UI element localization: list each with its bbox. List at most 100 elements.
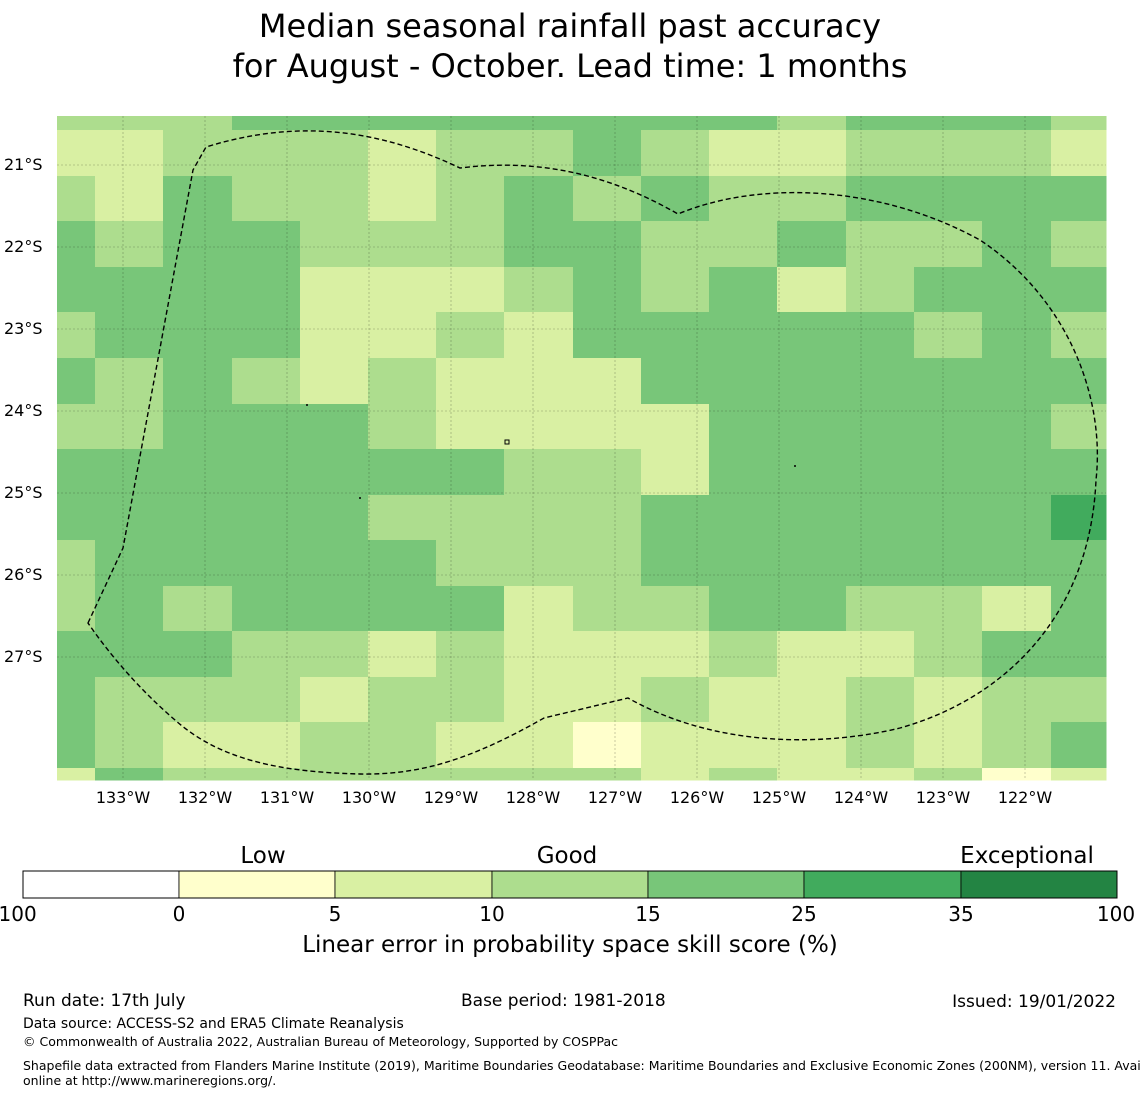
grid-cell: [641, 221, 710, 268]
grid-cell: [573, 677, 642, 723]
grid-cell: [95, 312, 164, 359]
grid-cell: [368, 221, 437, 268]
grid-cell: [982, 221, 1052, 268]
grid-cell: [982, 722, 1052, 769]
colorbar-bin: [803, 870, 962, 899]
grid-cell: [573, 768, 642, 781]
grid-cell: [573, 267, 642, 313]
colorbar-bin: [647, 870, 805, 899]
grid-cell: [641, 267, 710, 313]
grid-cell: [436, 768, 505, 781]
grid-cell: [709, 130, 778, 177]
graticule: [57, 116, 1106, 780]
grid-cell: [1051, 586, 1107, 632]
colorbar-category-label: Exceptional: [960, 843, 1094, 869]
grid-cell: [95, 677, 164, 723]
grid-cell: [368, 586, 437, 632]
grid-cell: [777, 631, 847, 678]
colorbar-bin: [22, 870, 180, 899]
grid-cell: [914, 677, 983, 723]
grid-cell: [57, 677, 96, 723]
grid-cell: [95, 722, 164, 769]
lat-label: 21°S: [4, 155, 43, 174]
grid-cell: [914, 116, 983, 131]
grid-cell: [504, 404, 574, 450]
grid-cell: [982, 540, 1052, 587]
grid-cell: [163, 677, 233, 723]
grid-cell: [914, 722, 983, 769]
grid-cell: [300, 540, 369, 587]
grid-cell: [777, 312, 847, 359]
grid-cell: [846, 722, 915, 769]
grid-cell: [95, 116, 164, 131]
colorbar-bin: [334, 870, 493, 899]
grid-cell: [436, 358, 505, 405]
grid-cell: [709, 312, 778, 359]
grid-cell: [982, 631, 1052, 678]
colorbar-bin: [491, 870, 649, 899]
island-marker: [359, 497, 361, 499]
grid-cell: [1051, 176, 1107, 222]
grid-cell: [641, 677, 710, 723]
grid-cell: [368, 768, 437, 781]
grid-cell: [300, 449, 369, 496]
grid-cell: [846, 176, 915, 222]
grid-cell: [709, 540, 778, 587]
grid-cell: [368, 677, 437, 723]
lon-label: 122°W: [997, 788, 1053, 807]
grid-cell: [504, 631, 574, 678]
grid-cell: [232, 221, 301, 268]
grid-cell: [436, 221, 505, 268]
grid-cell: [504, 586, 574, 632]
grid-cell: [573, 449, 642, 496]
grid-cell: [641, 358, 710, 405]
grid-cell: [163, 116, 233, 131]
grid-cell: [777, 540, 847, 587]
grid-cell: [846, 312, 915, 359]
grid-cell: [95, 631, 164, 678]
grid-cell: [709, 449, 778, 496]
grid-cell: [777, 722, 847, 769]
grid-cell: [95, 221, 164, 268]
grid-cell: [57, 768, 96, 781]
grid-cell: [573, 404, 642, 450]
grid-cell: [232, 631, 301, 678]
grid-cell: [504, 116, 574, 131]
grid-cell: [300, 358, 369, 405]
grid-cell: [846, 631, 915, 678]
grid-cell: [709, 358, 778, 405]
grid-cell: [982, 449, 1052, 496]
eez-boundary: [87, 130, 1099, 775]
grid-cell: [982, 495, 1052, 541]
grid-cell: [57, 358, 96, 405]
grid-cell: [163, 404, 233, 450]
grid-cell: [300, 631, 369, 678]
colorbar-category-label: Low: [240, 843, 286, 869]
grid-cell: [1051, 722, 1107, 769]
island-marker: [306, 404, 308, 406]
grid-cell: [709, 116, 778, 131]
grid-cell: [914, 768, 983, 781]
grid-cell: [504, 130, 574, 177]
grid-cell: [232, 722, 301, 769]
grid-cell: [846, 540, 915, 587]
grid-cell: [57, 130, 96, 177]
grid-cell: [914, 358, 983, 405]
grid-cell: [504, 221, 574, 268]
lon-label: 130°W: [341, 788, 397, 807]
grid-cell: [709, 176, 778, 222]
grid-cell: [504, 540, 574, 587]
grid-cell: [982, 677, 1052, 723]
grid-cell: [368, 267, 437, 313]
grid-cell: [777, 358, 847, 405]
grid-cell: [982, 358, 1052, 405]
grid-cell: [300, 768, 369, 781]
grid-cell: [436, 116, 505, 131]
grid-cell: [573, 176, 642, 222]
grid-cell: [504, 768, 574, 781]
grid-cell: [573, 495, 642, 541]
colorbar-bin: [960, 870, 1118, 899]
grid-cell: [232, 586, 301, 632]
lon-label: 127°W: [587, 788, 643, 807]
